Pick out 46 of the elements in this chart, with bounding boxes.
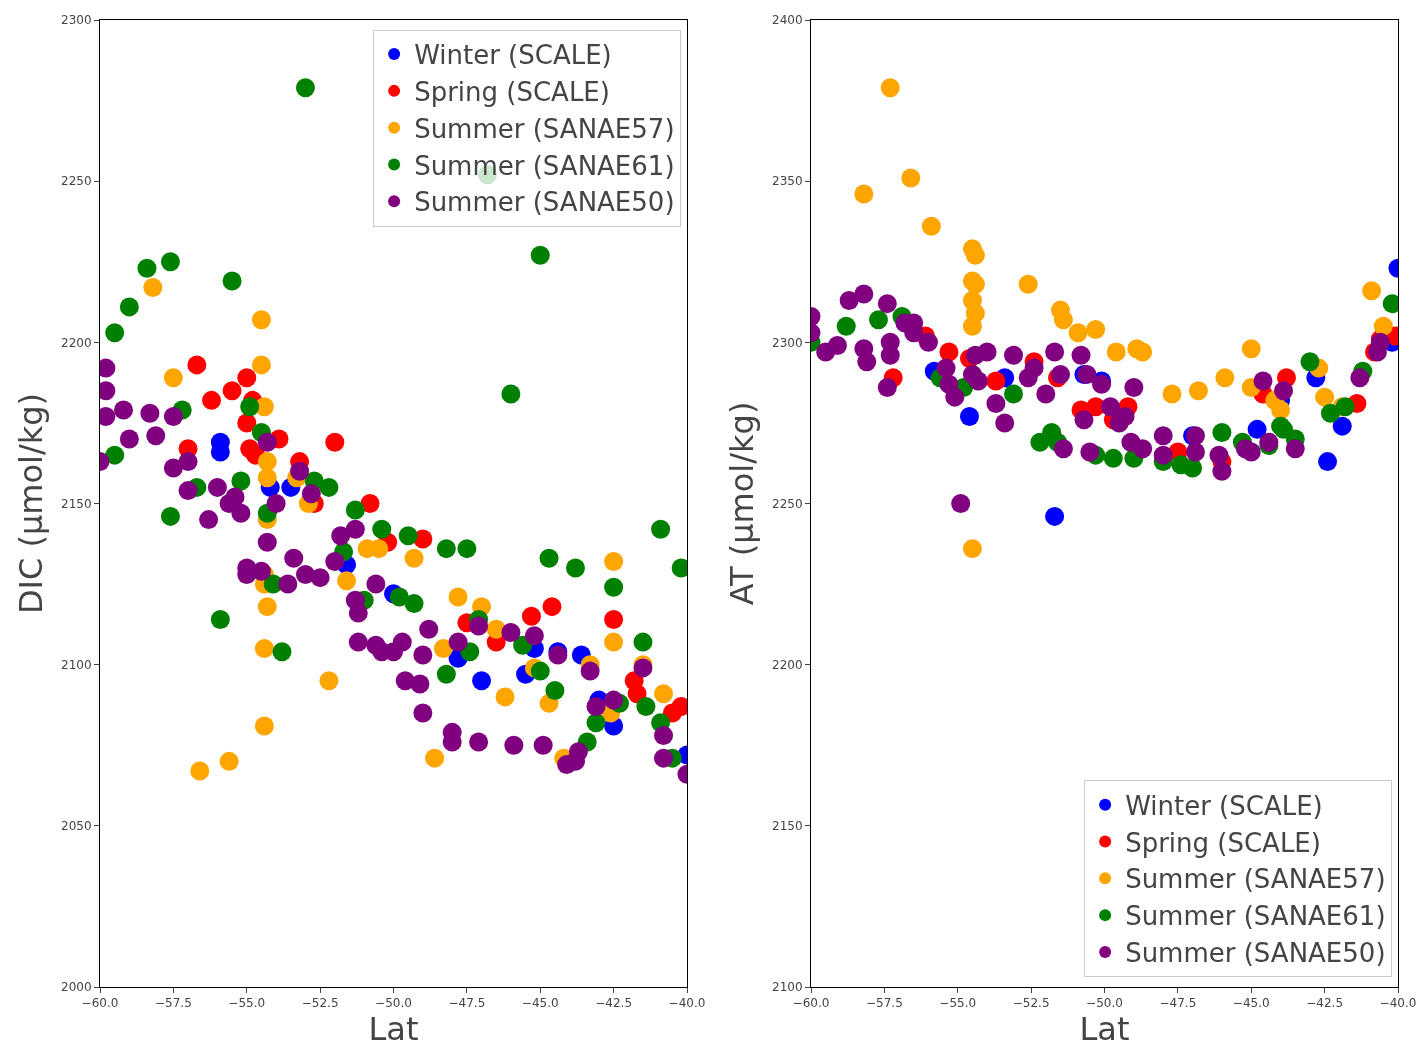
y-tick-label: 2300 <box>772 335 803 350</box>
y-tick-label: 2100 <box>772 980 803 995</box>
y-tick-label: 2350 <box>772 174 803 189</box>
x-tick-label: −45.0 <box>1232 996 1270 1011</box>
y-tick-label: 2050 <box>61 819 92 834</box>
x-tick-label: −52.5 <box>1012 996 1050 1011</box>
y-tick-label: 2100 <box>61 657 92 672</box>
y-tick-label: 2200 <box>772 657 803 672</box>
x-tick-label: −50.0 <box>375 996 412 1011</box>
legend-label: Summer (SANAE50) <box>414 187 675 218</box>
x-tick-label: −55.0 <box>228 996 266 1011</box>
x-tick-label: −55.0 <box>939 996 977 1011</box>
y-axis-title: AT (µmol/kg) <box>723 401 762 606</box>
y-axis-title: DIC (µmol/kg) <box>12 392 51 615</box>
y-tick-label: 2250 <box>61 174 92 189</box>
legend-label: Summer (SANAE61) <box>414 150 675 181</box>
x-tick-label: −42.5 <box>595 996 633 1011</box>
x-tick-label: −42.5 <box>1306 996 1344 1011</box>
y-tick-label: 2400 <box>772 13 803 28</box>
x-tick-label: −47.5 <box>448 996 486 1011</box>
y-tick-label: 2150 <box>61 496 92 511</box>
legend-label: Summer (SANAE50) <box>1125 938 1386 969</box>
x-tick-label: −50.0 <box>1086 996 1123 1011</box>
x-tick-label: −40.0 <box>1379 996 1417 1011</box>
y-tick-label: 2200 <box>61 335 92 350</box>
x-tick-label: −57.5 <box>865 996 903 1011</box>
x-tick-label: −47.5 <box>1159 996 1197 1011</box>
y-tick-label: 2300 <box>61 13 92 28</box>
x-axis-title: Lat <box>368 1010 419 1049</box>
x-axis-title: Lat <box>1079 1010 1130 1049</box>
y-tick-label: 2150 <box>772 819 803 834</box>
legend-label: Summer (SANAE61) <box>1125 901 1386 932</box>
legend-label: Winter (SCALE) <box>1125 790 1323 821</box>
x-tick-label: −45.0 <box>521 996 559 1011</box>
x-tick-label: −52.5 <box>301 996 339 1011</box>
y-tick-label: 2000 <box>61 980 92 995</box>
legend-label: Spring (SCALE) <box>414 77 610 108</box>
x-tick-label: −60.0 <box>81 996 119 1011</box>
x-tick-label: −40.0 <box>668 996 706 1011</box>
x-tick-label: −57.5 <box>154 996 192 1011</box>
y-tick-label: 2250 <box>772 496 803 511</box>
x-tick-label: −60.0 <box>792 996 830 1011</box>
legend-label: Summer (SANAE57) <box>414 113 675 144</box>
legend-label: Summer (SANAE57) <box>1125 864 1386 895</box>
legend-label: Spring (SCALE) <box>1125 827 1321 858</box>
legend-label: Winter (SCALE) <box>414 40 612 71</box>
